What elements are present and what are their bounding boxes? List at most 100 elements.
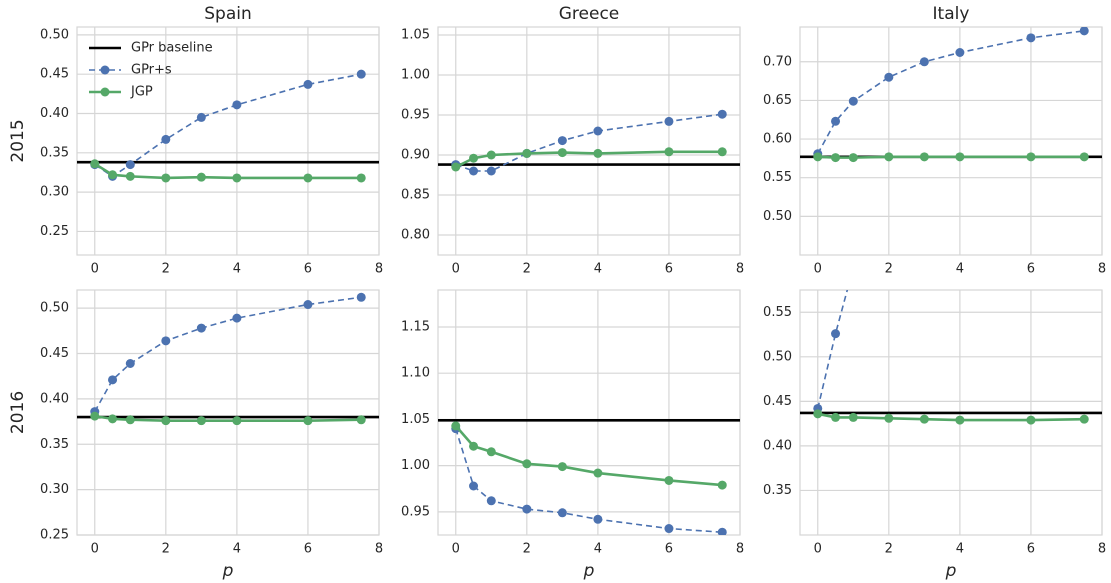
- x-tick-label: 0: [814, 262, 822, 277]
- point: [303, 416, 313, 426]
- point: [1079, 414, 1089, 424]
- point: [161, 336, 171, 346]
- y-tick-label: 0.35: [763, 483, 792, 498]
- x-tick-label: 6: [1027, 542, 1035, 557]
- y-tick-label: 0.60: [763, 132, 792, 147]
- x-tick-label: 2: [885, 262, 893, 277]
- point: [831, 329, 841, 339]
- y-tick-label: 0.30: [40, 185, 69, 200]
- x-tick-label: 4: [233, 262, 241, 277]
- point: [557, 136, 567, 146]
- y-tick-label: 0.25: [40, 224, 69, 239]
- point: [356, 415, 366, 425]
- point: [196, 172, 206, 182]
- point: [108, 414, 118, 424]
- legend-marker: [100, 65, 110, 75]
- x-tick-label: 8: [1098, 542, 1106, 557]
- point: [664, 116, 674, 126]
- x-tick-label: 0: [452, 262, 460, 277]
- x-tick-label: 8: [736, 542, 744, 557]
- x-axis-label: p: [583, 561, 595, 581]
- panel-title: Greece: [559, 4, 620, 24]
- y-tick-label: 0.85: [401, 188, 430, 203]
- point: [717, 480, 727, 490]
- point: [717, 109, 727, 119]
- y-tick-label: 0.40: [40, 106, 69, 121]
- y-tick-label: 0.40: [763, 438, 792, 453]
- point: [955, 48, 965, 58]
- x-tick-label: 8: [1098, 262, 1106, 277]
- point: [813, 409, 823, 419]
- y-tick-label: 0.65: [763, 93, 792, 108]
- y-tick-label: 1.05: [401, 412, 430, 427]
- x-tick-label: 0: [452, 542, 460, 557]
- point: [919, 152, 929, 162]
- point: [161, 134, 171, 144]
- x-tick-label: 8: [736, 262, 744, 277]
- point: [125, 359, 135, 368]
- point: [848, 412, 858, 422]
- x-tick-label: 2: [162, 262, 170, 277]
- point: [1079, 152, 1089, 162]
- point: [108, 375, 118, 385]
- y-tick-label: 0.45: [40, 346, 69, 361]
- point: [469, 153, 479, 163]
- point: [593, 514, 603, 524]
- y-tick-label: 0.55: [763, 305, 792, 320]
- y-tick-label: 0.50: [40, 27, 69, 42]
- point: [125, 171, 135, 181]
- y-tick-label: 0.30: [40, 482, 69, 497]
- point: [356, 292, 366, 302]
- point: [717, 147, 727, 157]
- y-tick-label: 1.00: [401, 68, 430, 83]
- point: [125, 415, 135, 425]
- point: [90, 411, 100, 421]
- x-tick-label: 2: [162, 542, 170, 557]
- point: [90, 159, 100, 169]
- plot-area: [800, 263, 1102, 425]
- legend-label: GPr+s: [131, 63, 172, 78]
- point: [593, 148, 603, 158]
- plot-frame: [76, 26, 380, 256]
- legend-marker: [100, 87, 110, 97]
- point: [125, 160, 135, 170]
- plot-area: [800, 27, 1102, 163]
- point: [884, 72, 894, 82]
- x-tick-label: 2: [523, 542, 531, 557]
- y-tick-label: 0.55: [763, 170, 792, 185]
- point: [849, 263, 858, 272]
- point: [522, 148, 532, 158]
- y-tick-label: 0.45: [763, 394, 792, 409]
- point: [108, 170, 118, 180]
- point: [1026, 152, 1036, 162]
- x-tick-label: 0: [91, 262, 99, 277]
- point: [303, 173, 313, 183]
- y-tick-label: 1.00: [401, 458, 430, 473]
- y-tick-label: 0.70: [763, 54, 792, 69]
- x-axis-label: p: [222, 561, 234, 581]
- point: [196, 416, 206, 426]
- y-tick-label: 0.90: [401, 148, 430, 163]
- y-tick-label: 1.15: [401, 319, 430, 334]
- series-line: [817, 30, 1085, 155]
- point: [303, 79, 313, 89]
- x-tick-label: 4: [594, 262, 602, 277]
- y-tick-label: 0.95: [401, 504, 430, 519]
- point: [356, 69, 366, 79]
- point: [303, 300, 313, 310]
- point: [717, 527, 727, 535]
- point: [919, 414, 929, 424]
- x-tick-label: 6: [665, 542, 673, 557]
- point: [196, 112, 206, 122]
- point: [955, 415, 965, 425]
- point: [557, 508, 567, 518]
- point: [1026, 415, 1036, 425]
- y-tick-label: 0.25: [40, 528, 69, 543]
- x-tick-label: 6: [304, 262, 312, 277]
- plot-area: [438, 419, 740, 535]
- point: [593, 468, 603, 478]
- point: [848, 96, 858, 106]
- point: [232, 416, 242, 426]
- panel-title: Spain: [204, 4, 252, 24]
